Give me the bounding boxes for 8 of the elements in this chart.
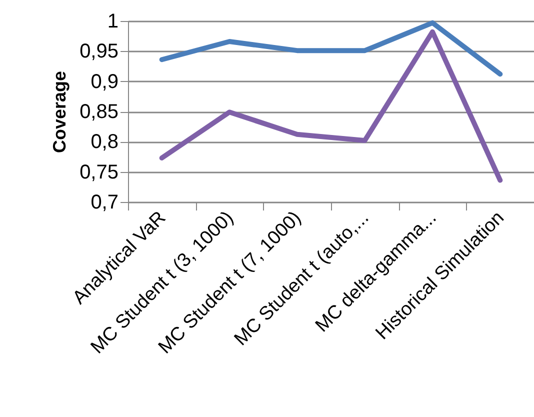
y-tick-label: 0,75	[80, 161, 118, 184]
y-tick-label: 0,8	[90, 131, 118, 154]
y-tick-label: 0,95	[80, 40, 118, 63]
y-tick-label: 0,85	[80, 101, 118, 123]
y-tick-label: 0,9	[90, 70, 118, 93]
y-tick-label: 0,7	[90, 192, 118, 214]
y-axis-title: Coverage	[50, 70, 70, 154]
y-tick-label: 1	[107, 10, 118, 32]
